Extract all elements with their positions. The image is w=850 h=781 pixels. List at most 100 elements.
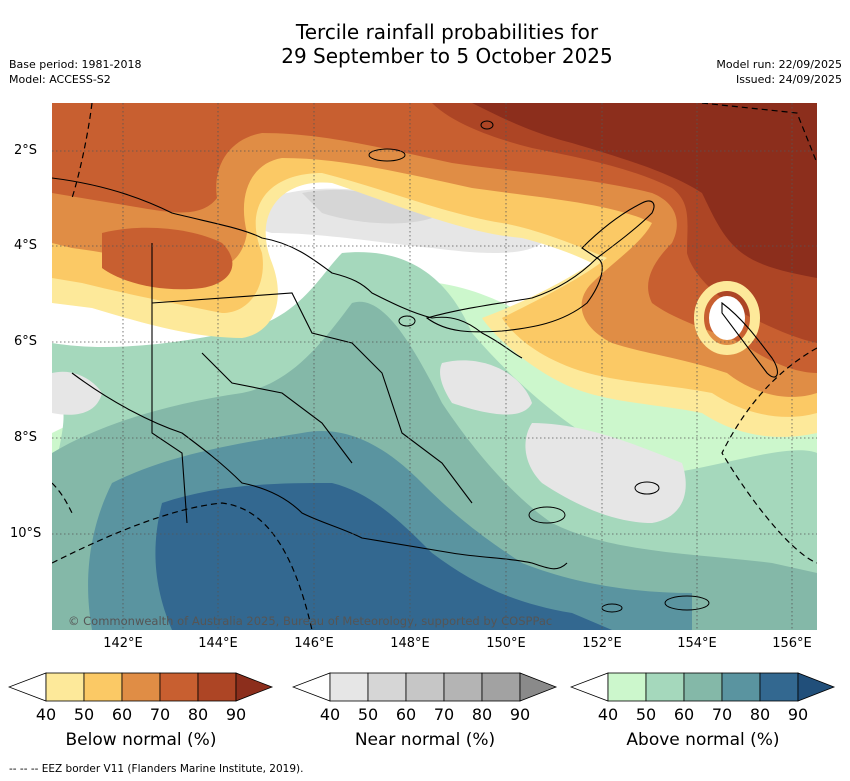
meta-left: Base period: 1981-2018 Model: ACCESS-S2 (9, 57, 141, 87)
colorbar-below-normal (8, 672, 274, 702)
coastlines (52, 177, 778, 570)
colorbar-segment (481, 672, 521, 702)
below-normal-west (102, 227, 233, 290)
eez-northwest (71, 103, 93, 199)
islands (368, 120, 710, 613)
colorbar-segment (405, 672, 445, 702)
below-normal-max (472, 103, 817, 278)
model-run: Model run: 22/09/2025 (716, 58, 842, 71)
meta-right: Model run: 22/09/2025 Issued: 24/09/2025 (716, 57, 842, 87)
tick-label: 50 (357, 705, 379, 724)
tick-label: 90 (787, 705, 809, 724)
colorbar-above-title: Above normal (%) (626, 730, 780, 750)
tick-label: 70 (433, 705, 455, 724)
base-period: Base period: 1981-2018 (9, 58, 142, 71)
island-c (664, 595, 710, 611)
island-b (634, 481, 660, 495)
title-line-2: 29 September to 5 October 2025 (281, 44, 613, 68)
colorbar-segment (197, 672, 237, 702)
lon-label-146e: 146°E (294, 636, 334, 651)
tick-label: 60 (673, 705, 695, 724)
colorbar-extend-low (292, 672, 331, 702)
lat-label-10s: 10°S (10, 526, 42, 541)
tick-label: 80 (187, 705, 209, 724)
colorbar-extend-low (570, 672, 609, 702)
bougainville (721, 301, 778, 378)
issued-date: Issued: 24/09/2025 (735, 73, 842, 86)
colorbar-extend-low (8, 672, 47, 702)
white-spot (709, 296, 745, 340)
highlands-border (151, 292, 473, 504)
copyright-notice: © Commonwealth of Australia 2025, Bureau… (68, 614, 553, 628)
colorbar-above-normal (570, 672, 836, 702)
eez-southeast (721, 347, 817, 564)
eez-northeast (701, 103, 817, 164)
near-normal-60 (302, 189, 432, 224)
colorbar-below-title: Below normal (%) (65, 730, 217, 750)
province-border (201, 352, 353, 464)
colorbar-extend-high (235, 672, 274, 702)
near-normal-50b (440, 360, 532, 415)
colorbar-extend-high (519, 672, 558, 702)
eez-footnote: -- -- -- EEZ border V11 (Flanders Marine… (9, 763, 304, 775)
colorbar-segment (443, 672, 483, 702)
manus-island (368, 148, 406, 162)
lon-label-156e: 156°E (772, 636, 812, 651)
below-normal-80 (52, 103, 817, 373)
colorbar-extend-high (797, 672, 836, 702)
colorbar-segment (645, 672, 685, 702)
tick-label: 40 (597, 705, 619, 724)
new-guinea-north-coast (52, 177, 523, 359)
colorbar-near-normal (292, 672, 558, 702)
tick-label: 90 (509, 705, 531, 724)
eez-southwest (52, 502, 313, 630)
lon-label-154e: 154°E (677, 636, 717, 651)
tick-label: 80 (471, 705, 493, 724)
lon-label-152e: 152°E (582, 636, 622, 651)
gridlines (52, 103, 817, 630)
colorbar-segment (329, 672, 369, 702)
tick-label: 50 (635, 705, 657, 724)
tick-label: 60 (111, 705, 133, 724)
colorbar-segment (83, 672, 123, 702)
tick-label: 50 (73, 705, 95, 724)
tick-label: 90 (225, 705, 247, 724)
lat-label-8s: 8°S (14, 430, 38, 445)
eez-west-edge (52, 482, 73, 514)
tick-label: 70 (149, 705, 171, 724)
colorbar-segment (121, 672, 161, 702)
lat-label-4s: 4°S (14, 238, 38, 253)
tick-label: 40 (35, 705, 57, 724)
eez-borders (52, 103, 817, 630)
colorbar-segment (367, 672, 407, 702)
colorbar-segment (759, 672, 799, 702)
island-f (528, 506, 566, 524)
tick-label: 60 (395, 705, 417, 724)
colorbar-segment (159, 672, 199, 702)
near-normal-50c (525, 423, 686, 523)
lon-label-148e: 148°E (390, 636, 430, 651)
lat-label-2s: 2°S (14, 143, 38, 158)
title-line-1: Tercile rainfall probabilities for (295, 20, 599, 44)
lat-label-6s: 6°S (14, 334, 38, 349)
lon-label-144e: 144°E (198, 636, 238, 651)
lon-label-150e: 150°E (486, 636, 526, 651)
probability-map (52, 103, 817, 630)
new-ireland (581, 200, 655, 259)
above-normal-90 (155, 483, 612, 630)
colorbar-segment (607, 672, 647, 702)
map-svg (52, 103, 817, 630)
tick-label: 80 (749, 705, 771, 724)
new-guinea-south-coast (71, 372, 568, 570)
map-title: Tercile rainfall probabilities for 29 Se… (200, 20, 694, 68)
white-spot-ring (694, 281, 760, 355)
colorbar-segment (45, 672, 85, 702)
colorbar-near-title: Near normal (%) (354, 730, 496, 750)
tick-label: 40 (319, 705, 341, 724)
island-e (398, 315, 416, 327)
international-border (151, 243, 188, 524)
tick-label: 70 (711, 705, 733, 724)
lon-label-142e: 142°E (103, 636, 143, 651)
colorbar-segment (683, 672, 723, 702)
near-normal-50d (52, 371, 102, 415)
